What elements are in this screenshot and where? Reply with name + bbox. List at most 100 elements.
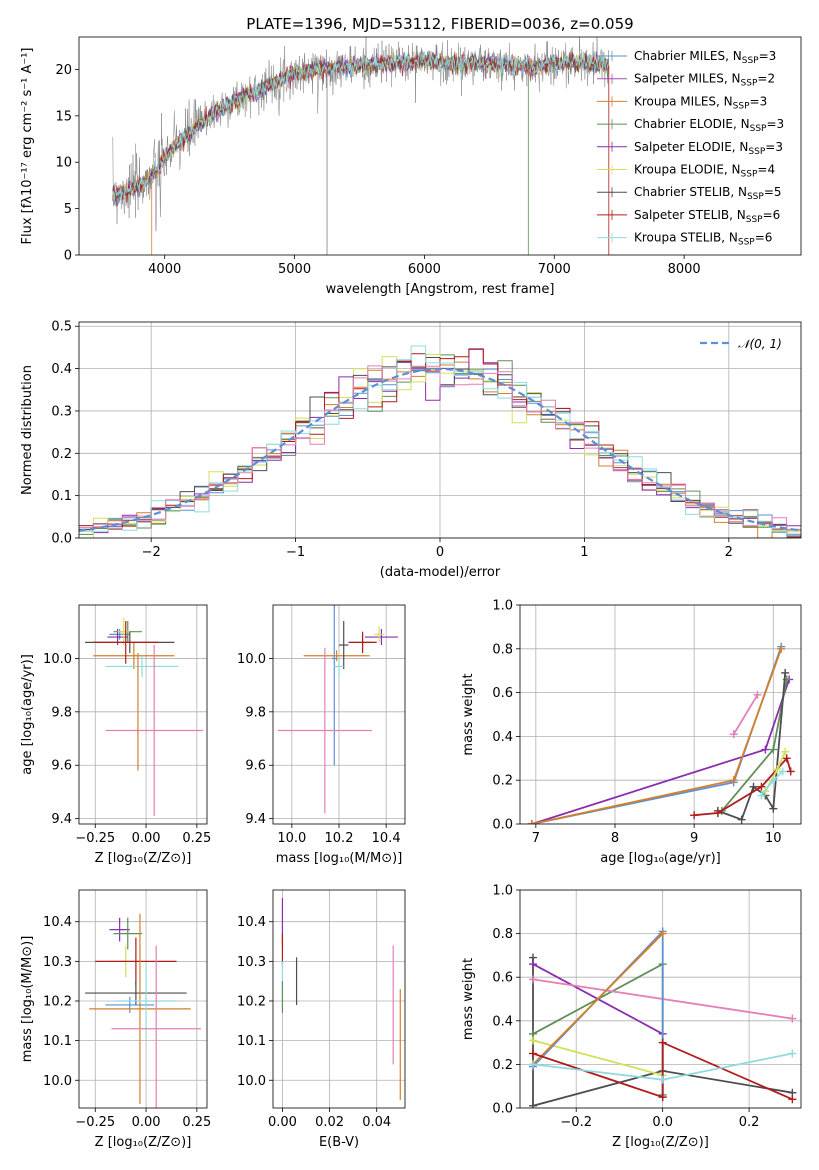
series-marker-8 [757,791,766,800]
series-marker-6 [713,809,722,818]
errorbar-point-4 [117,618,130,646]
x-axis-label: age [log₁₀(age/yr)] [600,851,721,866]
series-marker-2 [729,776,738,785]
y-tick-label: 10.0 [237,652,266,667]
y-tick-label: 9.6 [51,759,72,774]
series-marker-8 [658,1075,667,1084]
series-marker-3 [729,730,738,739]
legend-label-main: Salpeter ELODIE, N [634,140,748,154]
y-tick-label: 0 [64,249,72,264]
series-marker-2 [527,820,536,824]
legend-label-sub: SSP [741,79,758,89]
y-axis-label: Flux [fλ10⁻¹⁷ erg cm⁻² s⁻¹ A⁻¹] [20,48,35,245]
errorbar-point-7 [334,655,344,678]
x-tick-label: 0.0 [652,1115,673,1130]
x-tick-label: 10.0 [277,831,306,846]
series-marker-7 [788,1095,797,1104]
series-marker-1 [528,960,537,969]
y-axis-label: mass [log₁₀(M/M⊙)] [20,936,35,1063]
x-axis-label: wavelength [Angstrom, rest frame] [326,282,555,297]
x-axis-label: E(B-V) [319,1135,359,1150]
y-tick-label: 10.2 [237,994,266,1009]
y-tick-label: 9.8 [245,705,266,720]
axes-frame [272,604,406,825]
legend-label-2: Kroupa MILES, NSSP=3 [634,94,767,111]
legend-label-sub: SSP [750,124,767,134]
y-tick-label: 0.6 [492,971,513,986]
plot-area-age-vs-Z [79,605,207,824]
legend-label-main: Salpeter STELIB, N [634,208,746,222]
panel-massweight-vs-age: 7 8 9 10 0.0 0.2 0.4 0.6 0.8 1.0 age [log₁₀(age/yr… [461,599,802,866]
errorbar-point-6 [89,913,191,1105]
legend-label-0: Chabrier MILES, NSSP=3 [634,49,776,66]
panel-age-vs-Z: −0.25 0.00 0.25 9.4 9.6 9.8 10.0 Z [log₁₀(Z/Z⊙)… [20,604,211,866]
errorbar-point-5 [339,621,349,670]
series-marker-5 [749,782,758,791]
legend-label-1: Salpeter MILES, NSSP=2 [634,72,775,89]
y-axis-label: mass weight [461,673,476,755]
series-marker-4 [769,745,778,754]
errorbar-point-3 [95,937,177,986]
errorbar-point-0 [109,629,130,640]
figure-title: PLATE=1396, MJD=53112, FIBERID=0036, z=0… [246,15,633,33]
plot-area-mass-vs-EBV [273,890,405,1108]
y-tick-label: 10.0 [237,1074,266,1089]
x-tick-label: 8000 [668,262,701,277]
legend-label-tail: =3 [765,140,783,154]
legend-label-tail: =3 [750,94,768,108]
y-tick-label: 10.2 [43,994,72,1009]
x-tick-label: −0.2 [560,1115,592,1130]
y-tick-label: 10 [55,156,72,171]
plot-area-spectrum [112,37,610,255]
y-tick-label: 9.6 [245,759,266,774]
series-line-7 [532,1041,793,1101]
x-tick-label: 10.4 [372,831,401,846]
y-axis-label: Normed distribution [20,365,35,495]
series-marker-6 [782,754,791,763]
x-tick-label: 0.25 [182,831,211,846]
series-marker-8 [788,1049,797,1058]
series-marker-8 [528,1060,537,1069]
plot-area-massweight-vs-age [520,605,801,824]
y-tick-label: 1.0 [492,884,513,899]
series-marker-0 [528,1101,537,1108]
y-tick-label: 10.4 [43,915,72,930]
errorbar-point-8 [277,647,372,814]
legend-label-tail: =3 [759,49,777,63]
y-tick-label: 10.0 [43,1074,72,1089]
x-tick-label: 5000 [278,262,311,277]
plot-area-mass-vs-Z [79,890,207,1108]
panel-massweight-vs-Z: −0.2 0.0 0.2 0.0 0.2 0.4 0.6 0.8 1.0 Z [log₁₀(Z/Z… [461,884,802,1150]
x-tick-label: 10 [765,831,782,846]
legend-label-sub: SSP [747,192,764,202]
y-tick-label: 10.4 [237,915,266,930]
errorbar-point-1 [93,642,175,670]
series-marker-6 [786,767,795,776]
x-tick-label: −0.25 [75,831,115,846]
x-tick-label: 0.04 [362,1115,391,1130]
series-marker-7 [658,1093,667,1102]
series-marker-3 [528,975,537,984]
y-tick-label: 15 [55,109,72,124]
legend-label-tail: =5 [764,185,782,199]
spectrum-model-line-7 [112,51,609,203]
legend: Chabrier MILES, NSSP=3 Salpeter MILES, NS… [597,49,784,248]
legend-label-tail: =3 [766,117,784,131]
x-tick-label: 0.00 [132,831,161,846]
x-axis-label: Z [log₁₀(Z/Z⊙)] [95,1135,192,1150]
plot-area-massweight-vs-Z [520,890,801,1108]
series-marker-6 [757,782,766,791]
y-tick-label: 0.4 [492,730,513,745]
x-tick-label: 0.00 [268,1115,297,1130]
axes-frame [519,604,802,825]
x-tick-label: 4000 [148,262,181,277]
spectrum-model-line-8 [112,50,609,202]
y-tick-label: 10.1 [237,1034,266,1049]
normal-reference-curve [79,367,801,532]
x-tick-label: 8 [611,831,619,846]
x-tick-label: 7 [532,831,540,846]
y-tick-label: 20 [55,63,72,78]
panel-mass-vs-Z: −0.25 0.00 0.25 10.0 10.1 10.2 10.3 10.4 Z [log₁… [20,889,211,1150]
series-line-3 [732,694,759,735]
